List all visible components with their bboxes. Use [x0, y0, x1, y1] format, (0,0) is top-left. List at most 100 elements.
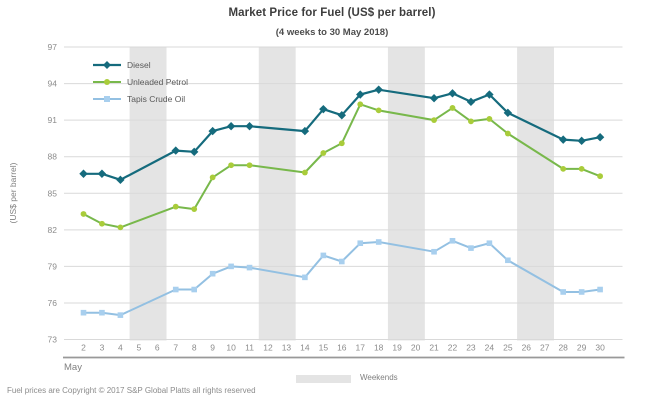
legend-label-diesel: Diesel — [127, 59, 151, 70]
marker-tapis-crude-oil-day-23 — [468, 245, 474, 251]
x-tick-label-14: 14 — [300, 343, 310, 353]
marker-unleaded-petrol-day-8 — [191, 206, 198, 212]
x-tick-label-29: 29 — [577, 343, 587, 353]
marker-tapis-crude-oil-day-10 — [228, 263, 234, 270]
x-tick-label-7: 7 — [173, 343, 178, 353]
x-tick-label-2: 2 — [81, 343, 86, 353]
marker-unleaded-petrol-day-25 — [504, 130, 511, 137]
x-tick-label-30: 30 — [595, 343, 605, 353]
y-tick-label-85: 85 — [48, 188, 58, 198]
marker-diesel-day-17 — [356, 90, 365, 99]
marker-diesel-day-22 — [448, 89, 457, 98]
marker-tapis-crude-oil-day-15 — [320, 252, 327, 259]
marker-unleaded-petrol-day-17 — [357, 101, 364, 108]
marker-diesel-day-30 — [595, 132, 605, 142]
y-axis-title: (US$ per barrel) — [8, 162, 18, 224]
marker-unleaded-petrol-day-29 — [578, 165, 585, 172]
legend-item-diesel: Diesel — [92, 56, 188, 73]
marker-unleaded-petrol-day-2 — [80, 211, 87, 217]
x-tick-label-22: 22 — [448, 343, 458, 353]
x-tick-label-5: 5 — [136, 343, 141, 353]
x-tick-label-26: 26 — [522, 343, 532, 353]
marker-tapis-crude-oil-day-28 — [560, 289, 566, 295]
marker-tapis-crude-oil-day-7 — [172, 286, 179, 293]
marker-tapis-crude-oil-day-9 — [209, 270, 216, 277]
x-tick-label-17: 17 — [356, 343, 366, 353]
marker-diesel-day-15 — [319, 104, 328, 114]
marker-tapis-crude-oil-day-4 — [117, 312, 124, 318]
tapis-crude-oil-line-marker-icon — [93, 95, 121, 102]
marker-unleaded-petrol-day-7 — [172, 203, 179, 210]
marker-tapis-crude-oil-day-16 — [339, 258, 345, 265]
marker-diesel-day-21 — [429, 93, 439, 103]
y-tick-label-76: 76 — [48, 298, 58, 308]
marker-unleaded-petrol-day-9 — [209, 174, 216, 181]
marker-tapis-crude-oil-day-24 — [486, 240, 493, 247]
weekend-swatch — [296, 375, 351, 383]
legend-label-tapis-crude-oil: Tapis Crude Oil — [127, 93, 186, 104]
marker-diesel-day-29 — [577, 136, 586, 146]
marker-unleaded-petrol-day-23 — [468, 118, 474, 125]
x-tick-label-3: 3 — [100, 343, 105, 353]
marker-tapis-crude-oil-day-29 — [578, 289, 585, 295]
copyright-footer: Fuel prices are Copyright © 2017 S&P Glo… — [7, 386, 256, 395]
x-tick-label-6: 6 — [155, 343, 160, 353]
marker-tapis-crude-oil-day-2 — [80, 309, 87, 316]
marker-diesel-day-24 — [485, 90, 494, 99]
marker-unleaded-petrol-day-22 — [449, 105, 456, 111]
x-axis-month-label: May — [64, 362, 82, 373]
x-tick-label-20: 20 — [411, 343, 421, 353]
marker-tapis-crude-oil-day-3 — [99, 309, 105, 316]
marker-unleaded-petrol-day-11 — [246, 162, 253, 169]
chart-subtitle: (4 weeks to 30 May 2018) — [275, 27, 389, 38]
marker-diesel-day-14 — [300, 126, 310, 136]
marker-diesel-day-9 — [208, 126, 217, 136]
x-tick-label-9: 9 — [210, 343, 215, 353]
marker-diesel-day-8 — [190, 147, 199, 157]
marker-diesel-day-11 — [245, 122, 254, 131]
marker-unleaded-petrol-day-3 — [99, 220, 105, 227]
x-tick-label-23: 23 — [466, 343, 476, 353]
x-tick-label-4: 4 — [118, 343, 123, 353]
marker-tapis-crude-oil-day-8 — [191, 286, 197, 293]
diesel-line-marker-icon — [93, 60, 121, 69]
x-tick-label-10: 10 — [226, 343, 236, 353]
marker-unleaded-petrol-day-15 — [320, 150, 327, 156]
series-legend: Diesel Unleaded Petrol Tapis Crude Oil — [92, 56, 188, 107]
marker-diesel-day-2 — [79, 169, 88, 178]
y-tick-label-97: 97 — [48, 42, 58, 52]
weekend-legend-label: Weekends — [360, 373, 398, 382]
marker-diesel-day-7 — [171, 146, 180, 155]
marker-tapis-crude-oil-day-17 — [357, 240, 364, 247]
marker-tapis-crude-oil-day-18 — [375, 239, 382, 245]
y-tick-label-91: 91 — [48, 115, 58, 125]
marker-unleaded-petrol-day-14 — [302, 169, 308, 176]
marker-unleaded-petrol-day-16 — [338, 140, 345, 147]
marker-diesel-day-3 — [97, 169, 107, 178]
x-tick-label-27: 27 — [540, 343, 550, 353]
x-tick-label-28: 28 — [558, 343, 568, 353]
marker-tapis-crude-oil-day-25 — [505, 257, 511, 264]
x-tick-label-25: 25 — [503, 343, 513, 353]
y-tick-label-79: 79 — [48, 261, 58, 271]
marker-tapis-crude-oil-day-21 — [431, 248, 437, 255]
x-tick-label-24: 24 — [485, 343, 495, 353]
x-tick-label-15: 15 — [319, 343, 329, 353]
x-tick-label-13: 13 — [282, 343, 292, 353]
chart-title: Market Price for Fuel (US$ per barrel) — [228, 7, 436, 19]
marker-tapis-crude-oil-day-14 — [302, 274, 308, 281]
marker-unleaded-petrol-day-28 — [560, 165, 567, 172]
x-tick-label-8: 8 — [192, 343, 197, 353]
x-tick-label-18: 18 — [374, 343, 384, 353]
marker-diesel-day-25 — [503, 108, 513, 118]
y-tick-label-88: 88 — [48, 152, 58, 162]
marker-diesel-day-23 — [466, 97, 476, 107]
marker-diesel-day-4 — [116, 175, 125, 185]
marker-unleaded-petrol-day-18 — [375, 107, 382, 114]
x-tick-label-19: 19 — [392, 343, 402, 353]
marker-unleaded-petrol-day-4 — [117, 224, 124, 231]
y-tick-label-82: 82 — [48, 225, 58, 235]
y-tick-label-94: 94 — [48, 79, 58, 89]
